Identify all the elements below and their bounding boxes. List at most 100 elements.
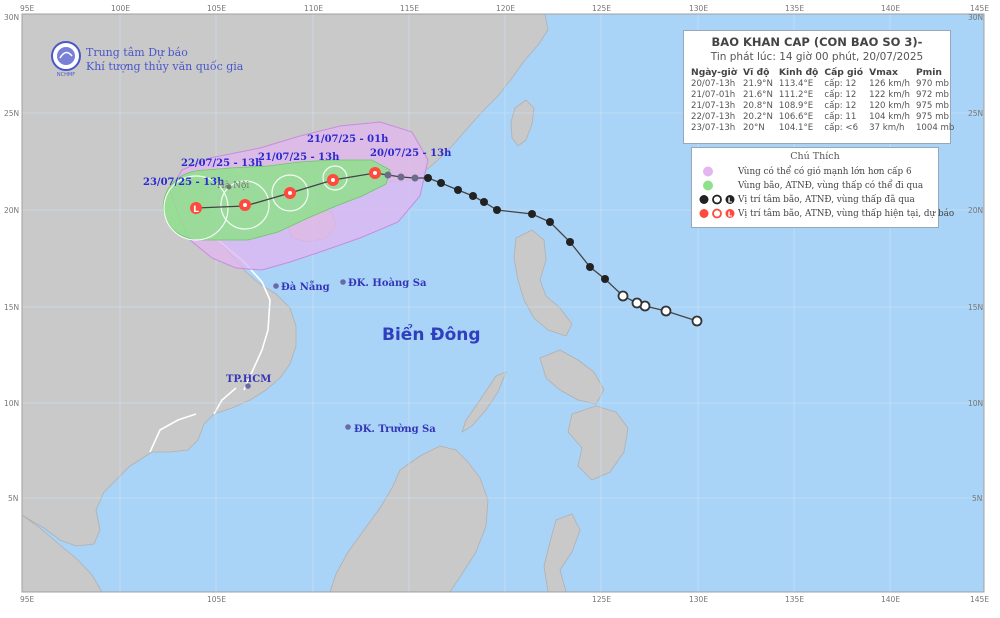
table-cell: 120 km/h xyxy=(869,101,910,111)
axis-right-5: 5N xyxy=(972,494,982,503)
col-header: Pmin xyxy=(915,67,942,78)
legend-item-cone: Vùng bão, ATNĐ, vùng thấp có thể đi qua xyxy=(698,179,923,192)
axis-top-130: 130E xyxy=(689,4,708,13)
svg-text:L: L xyxy=(728,197,733,205)
city-dot-hcm xyxy=(245,383,251,389)
past-storm-symbols-icon: L xyxy=(698,193,738,206)
city-dot-danang xyxy=(273,283,279,289)
legend-label: Vị trí tâm bão, ATNĐ, vùng thấp đã qua xyxy=(738,194,915,205)
table-cell: cấp: 12 xyxy=(824,101,857,111)
axis-right-30: 30N xyxy=(968,13,983,22)
table-cell: 104 km/h xyxy=(869,112,910,122)
col-header: Vĩ độ xyxy=(743,67,770,78)
axis-bottom-140: 140E xyxy=(881,595,900,604)
table-cell: cấp: 12 xyxy=(824,79,857,89)
table-cell: 21/07-01h xyxy=(691,90,736,100)
legend-box: Chú Thích Vùng có thể có gió mạnh lớn hơ… xyxy=(691,147,954,228)
table-cell: 23/07-13h xyxy=(691,123,736,133)
axis-left-25: 25N xyxy=(4,109,19,118)
city-markers: Hà Nội Đà Nẵng ĐK. Hoàng Sa TP.HCM ĐK. T… xyxy=(217,180,481,435)
table-cell: 975 mb xyxy=(915,101,949,111)
legend-label: Vị trí tâm bão, ATNĐ, vùng thấp hiện tại… xyxy=(738,208,955,219)
legend-item-past: L Vị trí tâm bão, ATNĐ, vùng thấp đã qua xyxy=(698,193,915,206)
table-row: 21/07-01h 21.6°N 111.2°E cấp: 12 122 km/… xyxy=(688,90,957,101)
axis-right-25: 25N xyxy=(968,109,983,118)
bulletin-box: BAO KHAN CAP (CON BAO SO 3)- Tin phát lú… xyxy=(683,30,954,144)
table-cell: 21.9°N xyxy=(743,79,773,89)
past-storm-icon xyxy=(424,174,609,283)
past-storm-icon xyxy=(617,290,629,302)
svg-text:L: L xyxy=(728,211,733,219)
land-mindanao xyxy=(567,405,629,481)
city-dot-hanoi xyxy=(226,184,232,190)
axis-bottom-130: 130E xyxy=(689,595,708,604)
forecast-positions: L xyxy=(190,167,381,215)
agency-name-line1: Trung tâm Dự báo xyxy=(86,46,188,59)
bulletin-table: Ngày-giờ Vĩ độ Kinh độ Cấp gió Vmax Pmin… xyxy=(688,67,957,134)
axis-left-5: 5N xyxy=(8,494,18,503)
axis-top-100: 100E xyxy=(111,4,130,13)
axis-labels: 95E 100E 105E 110E 115E 120E 125E 130E 1… xyxy=(4,4,989,604)
land-luzon xyxy=(513,229,573,337)
table-cell: cấp: <6 xyxy=(824,123,859,133)
track-label-1: 20/07/25 - 13h xyxy=(370,148,452,159)
table-cell: 21/07-13h xyxy=(691,101,736,111)
land-visayas xyxy=(539,349,605,405)
city-dot-truongsa xyxy=(345,424,351,430)
axis-bottom-95: 95E xyxy=(20,595,35,604)
past-storm-icon xyxy=(631,297,643,309)
axis-left-10: 10N xyxy=(4,399,19,408)
axis-bottom-145: 145E xyxy=(970,595,989,604)
table-cell: 104.1°E xyxy=(778,123,814,133)
col-header: Vmax xyxy=(869,67,898,78)
axis-top-140: 140E xyxy=(881,4,900,13)
axis-top-95: 95E xyxy=(20,4,35,13)
axis-top-125: 125E xyxy=(592,4,611,13)
table-row: 21/07-13h 20.8°N 108.9°E cấp: 12 120 km/… xyxy=(688,101,957,112)
city-label-danang: Đà Nẵng xyxy=(281,281,330,293)
city-label-hcm: TP.HCM xyxy=(226,374,271,385)
land-taiwan xyxy=(510,99,535,147)
col-header: Kinh độ xyxy=(778,67,819,78)
bulletin-title: BAO KHAN CAP (CON BAO SO 3)- xyxy=(711,35,923,49)
agency-name-line2: Khí tượng thủy văn quốc gia xyxy=(86,60,244,73)
legend-item-wind-zone: Vùng có thể có gió mạnh lớn hơn cấp 6 xyxy=(698,165,912,178)
past-positions xyxy=(384,171,703,327)
table-cell: 20/07-13h xyxy=(691,79,736,89)
axis-top-110: 110E xyxy=(304,4,323,13)
axis-left-20: 20N xyxy=(4,206,19,215)
col-header: Cấp gió xyxy=(824,67,864,78)
logo-text: NCHMF xyxy=(57,72,75,78)
city-label-hoangsa: ĐK. Hoàng Sa xyxy=(348,278,427,289)
table-cell: 106.6°E xyxy=(778,112,814,122)
axis-right-20: 20N xyxy=(968,206,983,215)
table-cell: cấp: 12 xyxy=(824,90,857,100)
table-cell: 122 km/h xyxy=(869,90,910,100)
table-cell: 37 km/h xyxy=(869,123,905,133)
svg-text:L: L xyxy=(193,205,199,215)
table-cell: 20.2°N xyxy=(743,112,773,122)
sea-label: Biển Đông xyxy=(382,323,481,345)
cone-swatch-icon xyxy=(698,179,738,192)
table-row: 20/07-13h 21.9°N 113.4°E cấp: 12 126 km/… xyxy=(688,79,957,90)
legend-item-forecast: L Vị trí tâm bão, ATNĐ, vùng thấp hiện t… xyxy=(698,207,954,220)
land-palawan xyxy=(461,371,507,433)
axis-bottom-105: 105E xyxy=(207,595,226,604)
legend-label: Vùng bão, ATNĐ, vùng thấp có thể đi qua xyxy=(738,180,924,191)
map-frame xyxy=(21,13,985,593)
land-sulawesi xyxy=(543,513,581,593)
track-label-3: 21/07/25 - 13h xyxy=(258,152,340,163)
axis-right-10: 10N xyxy=(968,399,983,408)
table-cell: 22/07-13h xyxy=(691,112,736,122)
axis-bottom-125: 125E xyxy=(592,595,611,604)
table-cell: 20.8°N xyxy=(743,101,773,111)
city-label-hanoi: Hà Nội xyxy=(217,180,249,191)
city-dot-hoangsa xyxy=(340,279,346,285)
table-cell: 113.4°E xyxy=(778,79,814,89)
table-cell: 111.2°E xyxy=(778,90,814,100)
wind-zone-swatch-icon xyxy=(698,165,738,178)
axis-right-15: 15N xyxy=(968,303,983,312)
table-cell: 126 km/h xyxy=(869,79,910,89)
axis-top-145: 145E xyxy=(970,4,989,13)
city-label-truongsa: ĐK. Trường Sa xyxy=(354,424,436,435)
